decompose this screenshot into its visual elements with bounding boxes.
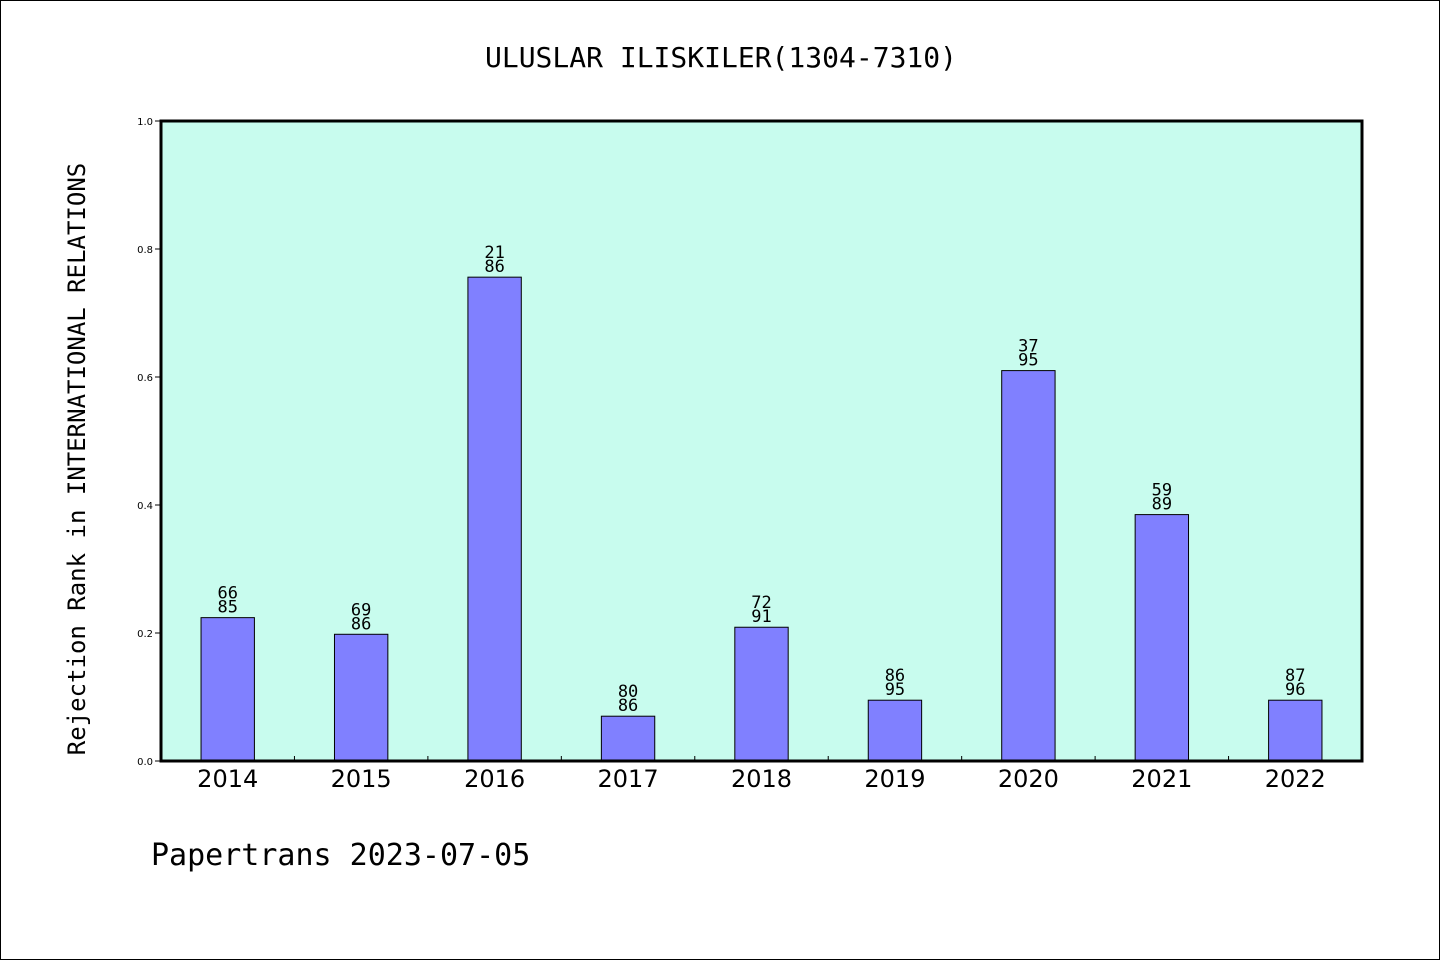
- x-axis-ticks: 2014 2015 2016 2017 2018 2019 2020 2021 2022: [197, 756, 1326, 793]
- y-tick-label: 1.0: [137, 117, 153, 128]
- bar-label-top: 66: [217, 584, 237, 604]
- bar-2016: [467, 276, 522, 762]
- x-tick-label: 2021: [1131, 765, 1192, 793]
- bar-label-bottom: 95: [1018, 351, 1038, 371]
- y-tick-label: 0.8: [137, 245, 153, 256]
- footer-date-label: Papertrans 2023-07-05: [151, 838, 530, 873]
- bar-label-top: 86: [885, 666, 905, 686]
- bar-label-bottom: 95: [885, 680, 905, 700]
- x-tick-label: 2019: [864, 765, 925, 793]
- bar-2018: [734, 626, 789, 762]
- bar-label-bottom: 96: [1285, 680, 1305, 700]
- y-axis-label: Rejection Rank in INTERNATIONAL RELATION…: [63, 163, 91, 755]
- bar-label-bottom: 86: [484, 257, 504, 277]
- y-tick-label: 0.4: [137, 501, 153, 512]
- x-tick-label: 2017: [598, 765, 659, 793]
- x-tick-label: 2020: [998, 765, 1059, 793]
- bar-2021: [1134, 514, 1190, 762]
- bar-label-bottom: 86: [618, 696, 638, 716]
- y-tick-label: 0.2: [137, 629, 153, 640]
- bar-label-bottom: 91: [751, 607, 771, 627]
- bar-2022: [1268, 699, 1323, 762]
- bar-label-bottom: 89: [1152, 495, 1172, 515]
- y-tick-label: 0.6: [137, 373, 153, 384]
- bar-label-top: 37: [1018, 337, 1038, 357]
- bar-2014: [200, 617, 255, 762]
- y-axis-ticks: 0.0 0.2 0.4 0.6 0.8 1.0: [137, 117, 161, 768]
- x-tick-label: 2015: [331, 765, 392, 793]
- bars: [200, 276, 1323, 762]
- bar-2015: [333, 633, 389, 762]
- bar-label-top: 80: [618, 682, 638, 702]
- bar-label-bottom: 85: [217, 598, 237, 618]
- bar-label-top: 21: [484, 243, 504, 263]
- x-tick-label: 2016: [464, 765, 525, 793]
- bar-label-top: 72: [751, 593, 771, 613]
- bar-label-bottom: 86: [351, 614, 371, 634]
- plot-border: [159, 119, 1364, 763]
- y-tick-label: 0.0: [137, 757, 153, 768]
- bar-2017: [600, 715, 656, 762]
- bar-2019: [867, 699, 923, 762]
- x-tick-label: 2022: [1265, 765, 1326, 793]
- chart-title: ULUSLAR ILISKILER(1304-7310): [485, 41, 957, 74]
- bar-label-top: 87: [1285, 666, 1305, 686]
- x-tick-label: 2018: [731, 765, 792, 793]
- bar-label-top: 69: [351, 600, 371, 620]
- bar-label-top: 59: [1152, 481, 1172, 501]
- x-tick-label: 2014: [197, 765, 258, 793]
- bar-2020: [1001, 370, 1056, 762]
